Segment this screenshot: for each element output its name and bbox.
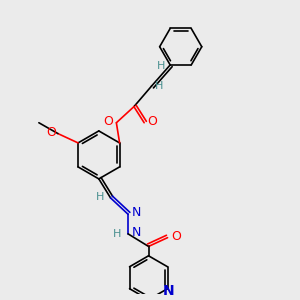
Text: N: N (132, 226, 141, 239)
Text: O: O (46, 126, 56, 139)
Text: H: H (155, 81, 163, 91)
Text: O: O (147, 115, 157, 128)
Text: O: O (171, 230, 181, 243)
Text: O: O (103, 115, 113, 128)
Text: N: N (132, 206, 141, 219)
Text: N: N (163, 284, 175, 298)
Text: H: H (113, 230, 122, 239)
Text: H: H (157, 61, 165, 70)
Text: H: H (96, 192, 104, 202)
